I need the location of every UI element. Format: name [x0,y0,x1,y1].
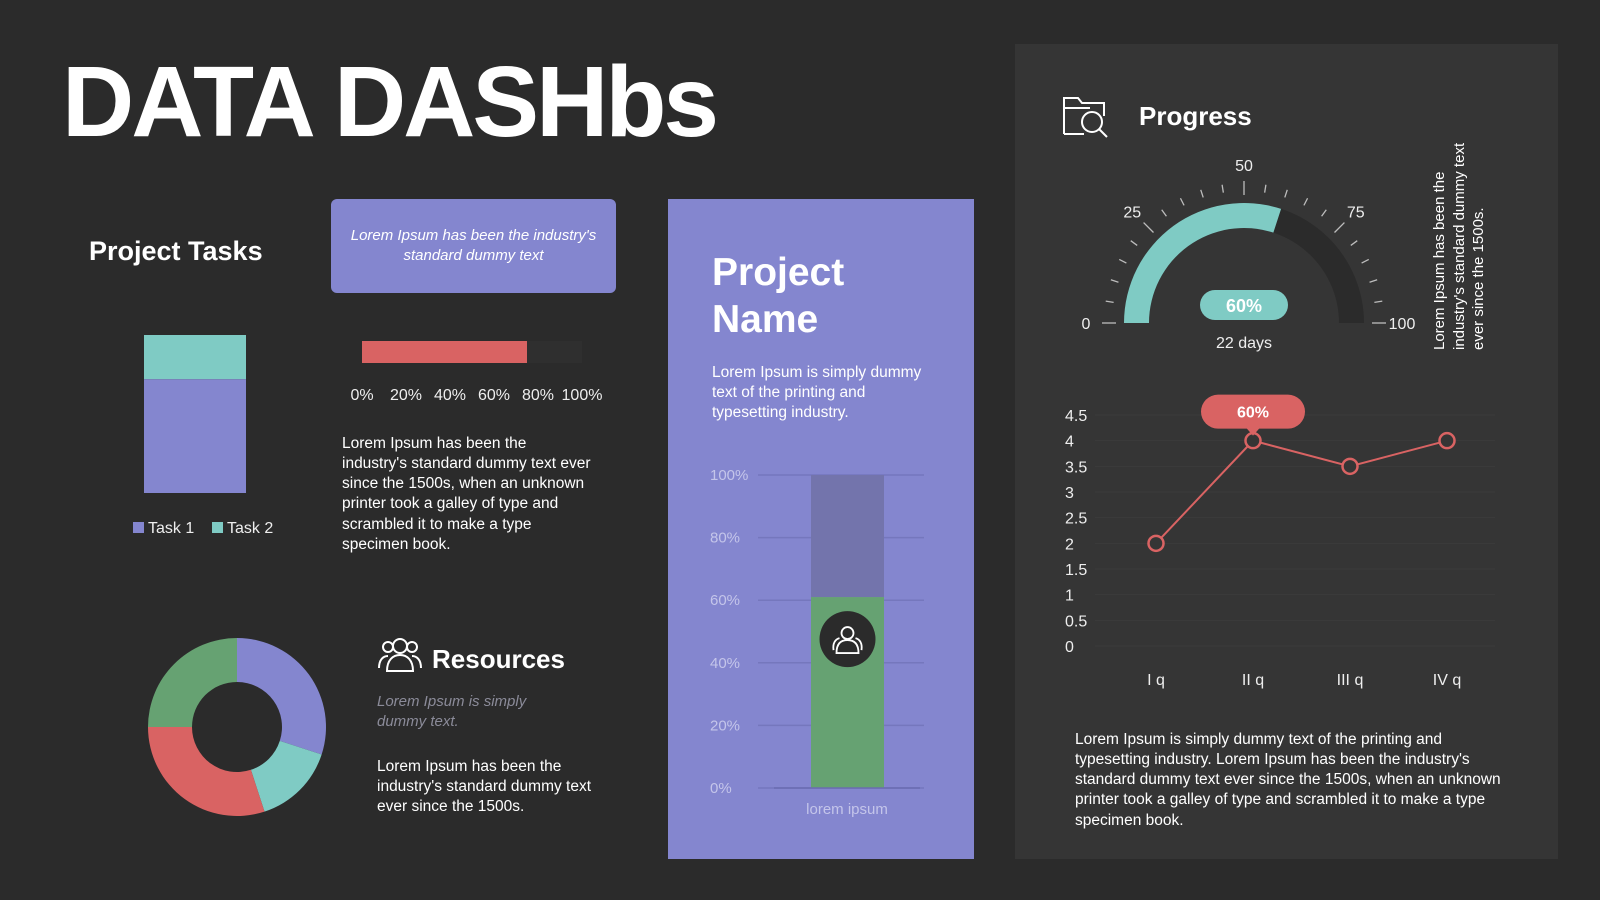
y-tick-label: 3.5 [1065,459,1087,476]
gauge-tick [1264,184,1267,193]
gauge-tick [1161,209,1167,217]
y-tick-label: 60% [710,592,740,609]
x-tick-label: II q [1242,672,1264,689]
y-tick-label: 0 [1065,639,1074,656]
gauge-tick [1105,300,1114,303]
progress-description: Lorem Ipsum is simply dummy text of the … [1075,731,1501,829]
people-icon [819,611,876,668]
y-tick-label: 0% [710,780,732,797]
gauge-tick-label: 50 [1235,158,1253,175]
x-tick-label: 60% [478,387,510,404]
gauge-tick [1321,209,1327,217]
donut-slice [237,638,326,755]
project-title: Project Name [712,251,845,341]
y-tick-label: 4 [1065,434,1074,451]
legend-swatch-task-1 [133,522,144,533]
gauge-tick [1350,240,1358,246]
data-point [1438,431,1456,450]
progress-bar-fill [362,341,527,363]
gauge-tick-label: 75 [1347,204,1365,221]
y-tick-label: 40% [710,655,740,672]
gauge-tick [1179,197,1185,206]
resources-subtitle: Lorem Ipsum is simply dummy text. [377,693,527,730]
donut-slice [250,740,322,812]
project-tasks-heading: Project Tasks [89,236,263,266]
line-annotation: 60% [1201,394,1305,436]
donut-slice [148,727,265,816]
bar-task-2 [144,335,246,380]
gauge-value-label: 60% [1226,296,1262,316]
x-tick-label: 80% [522,387,554,404]
quarterly-line-chart: 0 0.5 1 1.5 2 2.5 3 3.5 4 4.5 I q II q III q IV q 60… [1065,394,1495,689]
gauge-tick [1284,189,1288,198]
x-axis-category-label: lorem ipsum [806,801,888,818]
gauge-tick [1221,184,1224,193]
gauge-tick [1130,240,1138,246]
x-tick-label: 40% [434,387,466,404]
gauge-fill [1124,203,1282,323]
legend-swatch-task-2 [212,522,223,533]
tasks-stacked-bar-chart: Task 1 Task 2 [133,335,273,537]
progress-vertical-text: Lorem Ipsum has been the industry's stan… [1431,142,1487,350]
legend-label-task-2: Task 2 [227,520,273,537]
donut-slice [148,638,237,727]
x-tick-label: 0% [350,387,373,404]
y-tick-label: 2 [1065,536,1074,553]
search-folder-icon [1063,97,1108,138]
x-tick-label: 20% [390,387,422,404]
progress-heading: Progress [1139,101,1252,131]
bar-remaining [811,475,884,598]
y-tick-label: 80% [710,530,740,547]
gauge-tick [1369,279,1378,283]
y-tick-label: 0.5 [1065,613,1087,630]
tasks-callout: Lorem Ipsum has been the industry's stan… [331,199,616,293]
tasks-progress-bar-chart: 0% 20% 40% 60% 80% 100% [350,341,603,404]
data-point [1147,534,1165,553]
gauge-tick [1303,197,1309,206]
gauge-tick [1200,189,1204,198]
gauge-tick [1143,222,1154,233]
y-tick-label: 1 [1065,588,1074,605]
bar-task-1 [144,379,246,493]
y-tick-label: 100% [710,467,748,484]
x-tick-label: IV q [1433,672,1461,689]
y-tick-label: 1.5 [1065,562,1087,579]
gauge-tick [1374,300,1383,303]
progress-gauge-chart: 0 25 50 75 100 60% 22 days [1082,158,1416,352]
gauge-tick [1334,222,1345,233]
gauge-tick-label: 25 [1123,204,1141,221]
gauge-tick [1361,258,1370,264]
x-tick-label: III q [1337,672,1364,689]
page-title: DATA DASHbs [62,46,719,158]
gauge-caption: 22 days [1216,335,1272,352]
data-point [1341,457,1359,476]
y-tick-label: 4.5 [1065,408,1087,425]
y-tick-label: 2.5 [1065,511,1087,528]
gauge-tick-label: 0 [1082,316,1091,333]
project-progress-chart: 0% 20% 40% 60% 80% 100% lorem ipsum [710,467,924,818]
x-tick-label: 100% [562,387,603,404]
progress-panel [1015,44,1558,859]
gauge-value-pill [1200,290,1288,320]
resources-heading: Resources [432,644,565,674]
series-line [1155,439,1448,545]
resources-description: Lorem Ipsum has been the industry's stan… [377,758,592,816]
legend-label-task-1: Task 1 [148,520,194,537]
y-tick-label: 3 [1065,485,1074,502]
people-icon [378,638,422,672]
y-tick-label: 20% [710,717,740,734]
tasks-description: Lorem Ipsum has been the industry's stan… [342,435,591,553]
gauge-tick-label: 100 [1389,316,1416,333]
x-tick-label: I q [1147,672,1165,689]
annotation-label: 60% [1237,405,1269,422]
gauge-tick [1110,279,1119,283]
gauge-tick [1118,258,1127,264]
resources-donut-chart [148,638,326,816]
project-description: Lorem Ipsum is simply dummy text of the … [712,364,922,422]
